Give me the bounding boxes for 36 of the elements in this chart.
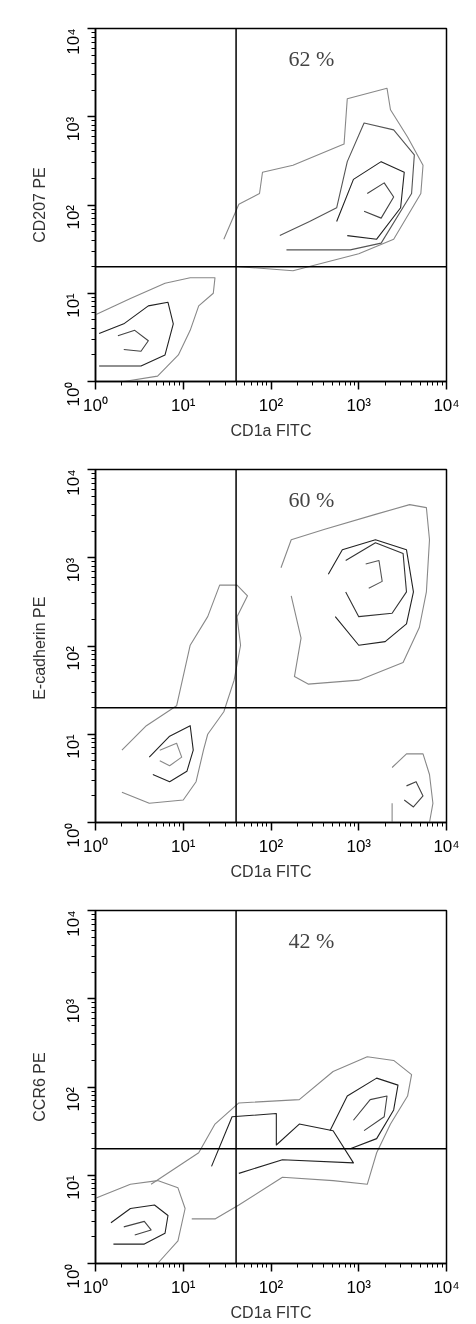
annotation: 42 % [288,927,335,953]
x-tick-label: 10⁴ [433,395,460,415]
y-tick-label: 10³ [64,116,83,142]
x-tick-label: 10³ [346,1277,372,1297]
x-tick-label: 10⁴ [433,1277,460,1297]
x-tick-label: 10⁰ [83,395,108,415]
x-tick-label: 10⁰ [83,1277,108,1297]
y-axis-title: CCR6 PE [30,1052,48,1122]
x-tick-label: 10² [258,836,284,856]
x-tick-label: 10² [258,395,284,415]
x-axis-title: CD1a FITC [230,862,312,880]
y-tick-label: 10¹ [64,733,83,759]
y-axis-title: CD207 PE [30,167,48,243]
y-tick-label: 10¹ [64,292,83,318]
x-tick-label: 10⁴ [433,836,460,856]
x-tick-label: 10³ [346,836,372,856]
x-tick-label: 10¹ [170,1277,196,1297]
annotation: 62 % [288,45,335,71]
annotation: 60 % [288,486,335,512]
x-tick-label: 10¹ [170,836,196,856]
y-tick-label: 10⁴ [64,910,83,937]
x-tick-label: 10² [258,1277,284,1297]
x-axis-title: CD1a FITC [230,421,312,439]
x-axis-title: CD1a FITC [230,1303,312,1321]
y-axis-title: E-cadherin PE [30,596,48,700]
y-tick-label: 10⁴ [64,28,83,55]
y-tick-label: 10³ [64,998,83,1024]
y-tick-label: 10³ [64,557,83,583]
y-tick-label: 10¹ [64,1174,83,1200]
x-tick-label: 10⁰ [83,836,108,856]
y-tick-label: 10² [64,645,83,671]
y-tick-label: 10² [64,1086,83,1112]
x-tick-label: 10³ [346,395,372,415]
x-tick-label: 10¹ [170,395,196,415]
y-tick-label: 10⁴ [64,469,83,496]
y-tick-label: 10² [64,204,83,230]
